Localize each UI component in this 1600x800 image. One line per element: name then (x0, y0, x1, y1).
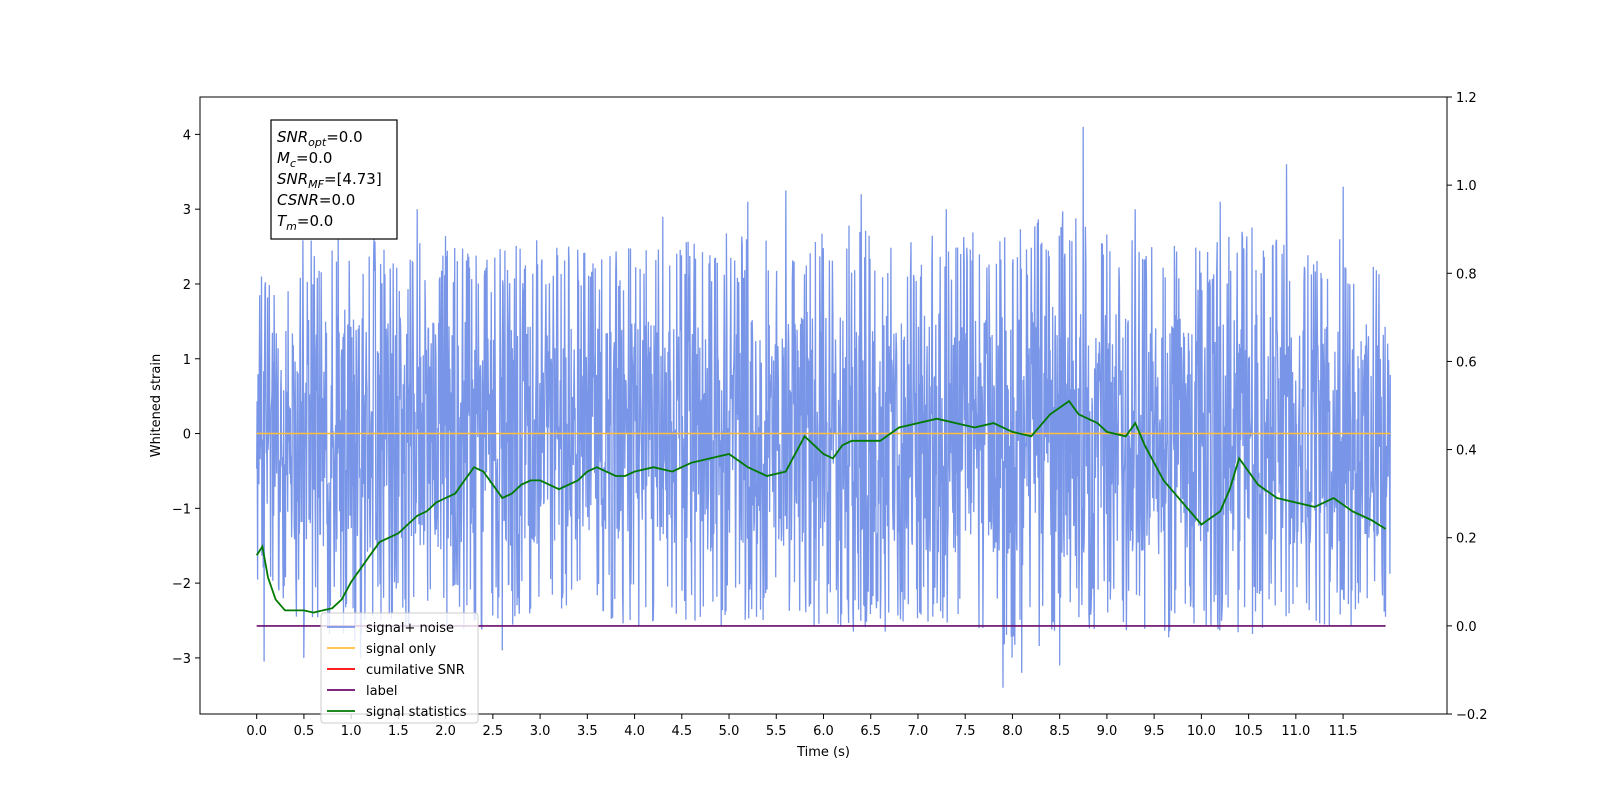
annotation-line: Mc=0.0 (277, 149, 332, 170)
y2-tick-label: 0.6 (1456, 355, 1477, 370)
legend-entry: label (366, 684, 397, 699)
y-tick-label: −1 (172, 502, 191, 517)
x-tick-label: 5.0 (719, 724, 740, 739)
legend-frame (320, 612, 479, 724)
y2-tick-label: 1.2 (1456, 91, 1477, 106)
annotation-line: Tm=0.0 (277, 212, 333, 233)
legend: signal+ noise signal only cumilative SNR la… (320, 612, 479, 724)
x-axis-label: Time (s) (796, 745, 850, 760)
annotation-subscript: c (290, 157, 296, 170)
x-tick-label: 8.0 (1002, 724, 1023, 739)
x-tick-label: 9.0 (1097, 724, 1118, 739)
x-tick-label: 2.5 (483, 724, 504, 739)
annotation-value: =0.0 (319, 191, 355, 209)
annotation-symbol: M (277, 149, 290, 167)
y2-tick-label: −0.2 (1456, 708, 1488, 723)
x-tick-label: 0.5 (294, 724, 315, 739)
annotation-symbol: SNR (277, 170, 308, 188)
legend-entry: signal+ noise (366, 621, 454, 636)
axis-ticks: 0.0 0.5 1.0 1.5 2.0 2.5 3.0 3.5 4.0 4.5 5.0 5.5 6.0 6… (172, 91, 1488, 739)
annotation-value: =0.0 (326, 128, 362, 146)
y-tick-label: 2 (183, 278, 191, 293)
x-tick-label: 1.5 (388, 724, 409, 739)
x-tick-label: 2.0 (435, 724, 456, 739)
y-axis-label: Whitened strain (149, 354, 164, 457)
x-tick-label: 10.5 (1234, 724, 1263, 739)
annotation-line: CSNR=0.0 (277, 191, 355, 209)
y-tick-label: 4 (183, 128, 191, 143)
noise-trace (256, 126, 1391, 688)
x-tick-label: 4.0 (624, 724, 645, 739)
x-tick-label: 9.5 (1144, 724, 1165, 739)
x-tick-label: 5.5 (766, 724, 787, 739)
x-tick-label: 6.0 (813, 724, 834, 739)
annotation-symbol: T (277, 212, 288, 230)
x-tick-label: 11.5 (1329, 724, 1358, 739)
annotation-line: SNRopt=0.0 (277, 128, 363, 149)
x-tick-label: 3.0 (530, 724, 551, 739)
y-tick-label: −3 (172, 652, 191, 667)
x-tick-label: 8.5 (1049, 724, 1070, 739)
legend-entry: cumilative SNR (366, 663, 465, 678)
x-tick-label: 10.0 (1187, 724, 1216, 739)
x-tick-label: 1.0 (341, 724, 362, 739)
y2-tick-label: 0.4 (1456, 444, 1477, 459)
y2-tick-label: 0.0 (1456, 620, 1477, 635)
annotation-subscript: opt (308, 136, 327, 149)
x-tick-label: 7.5 (955, 724, 976, 739)
legend-entry: signal only (366, 642, 436, 657)
x-tick-label: 3.5 (577, 724, 598, 739)
x-tick-label: 6.5 (860, 724, 881, 739)
annotation-symbol: SNR (277, 128, 308, 146)
annotation-value: =0.0 (296, 149, 332, 167)
annotation-subscript: MF (308, 178, 324, 191)
stats-annotation-box: SNRopt=0.0Mc=0.0SNRMF=[4.73]CSNR=0.0Tm=0… (270, 119, 398, 240)
legend-entry: signal statistics (366, 705, 467, 720)
x-tick-label: 11.0 (1281, 724, 1310, 739)
annotation-value: =[4.73] (324, 170, 382, 188)
annotation-line: SNRMF=[4.73] (277, 170, 382, 191)
y-tick-label: 1 (183, 353, 191, 368)
x-tick-label: 4.5 (671, 724, 692, 739)
x-tick-label: 7.0 (908, 724, 929, 739)
annotation-value: =0.0 (297, 212, 333, 230)
y-tick-label: 0 (183, 428, 191, 443)
series-signal-plus-noise (256, 126, 1391, 688)
annotation-symbol: CSNR (277, 191, 319, 209)
y2-tick-label: 0.2 (1456, 532, 1477, 547)
series-line-signal-statistics (255, 399, 1387, 614)
annotation-subscript: m (286, 220, 297, 233)
y2-tick-label: 0.8 (1456, 267, 1477, 282)
y2-tick-label: 1.0 (1456, 179, 1477, 194)
y-tick-label: −2 (172, 577, 191, 592)
y-tick-label: 3 (183, 203, 191, 218)
annotation-frame (270, 119, 398, 240)
x-tick-label: 0.0 (246, 724, 267, 739)
